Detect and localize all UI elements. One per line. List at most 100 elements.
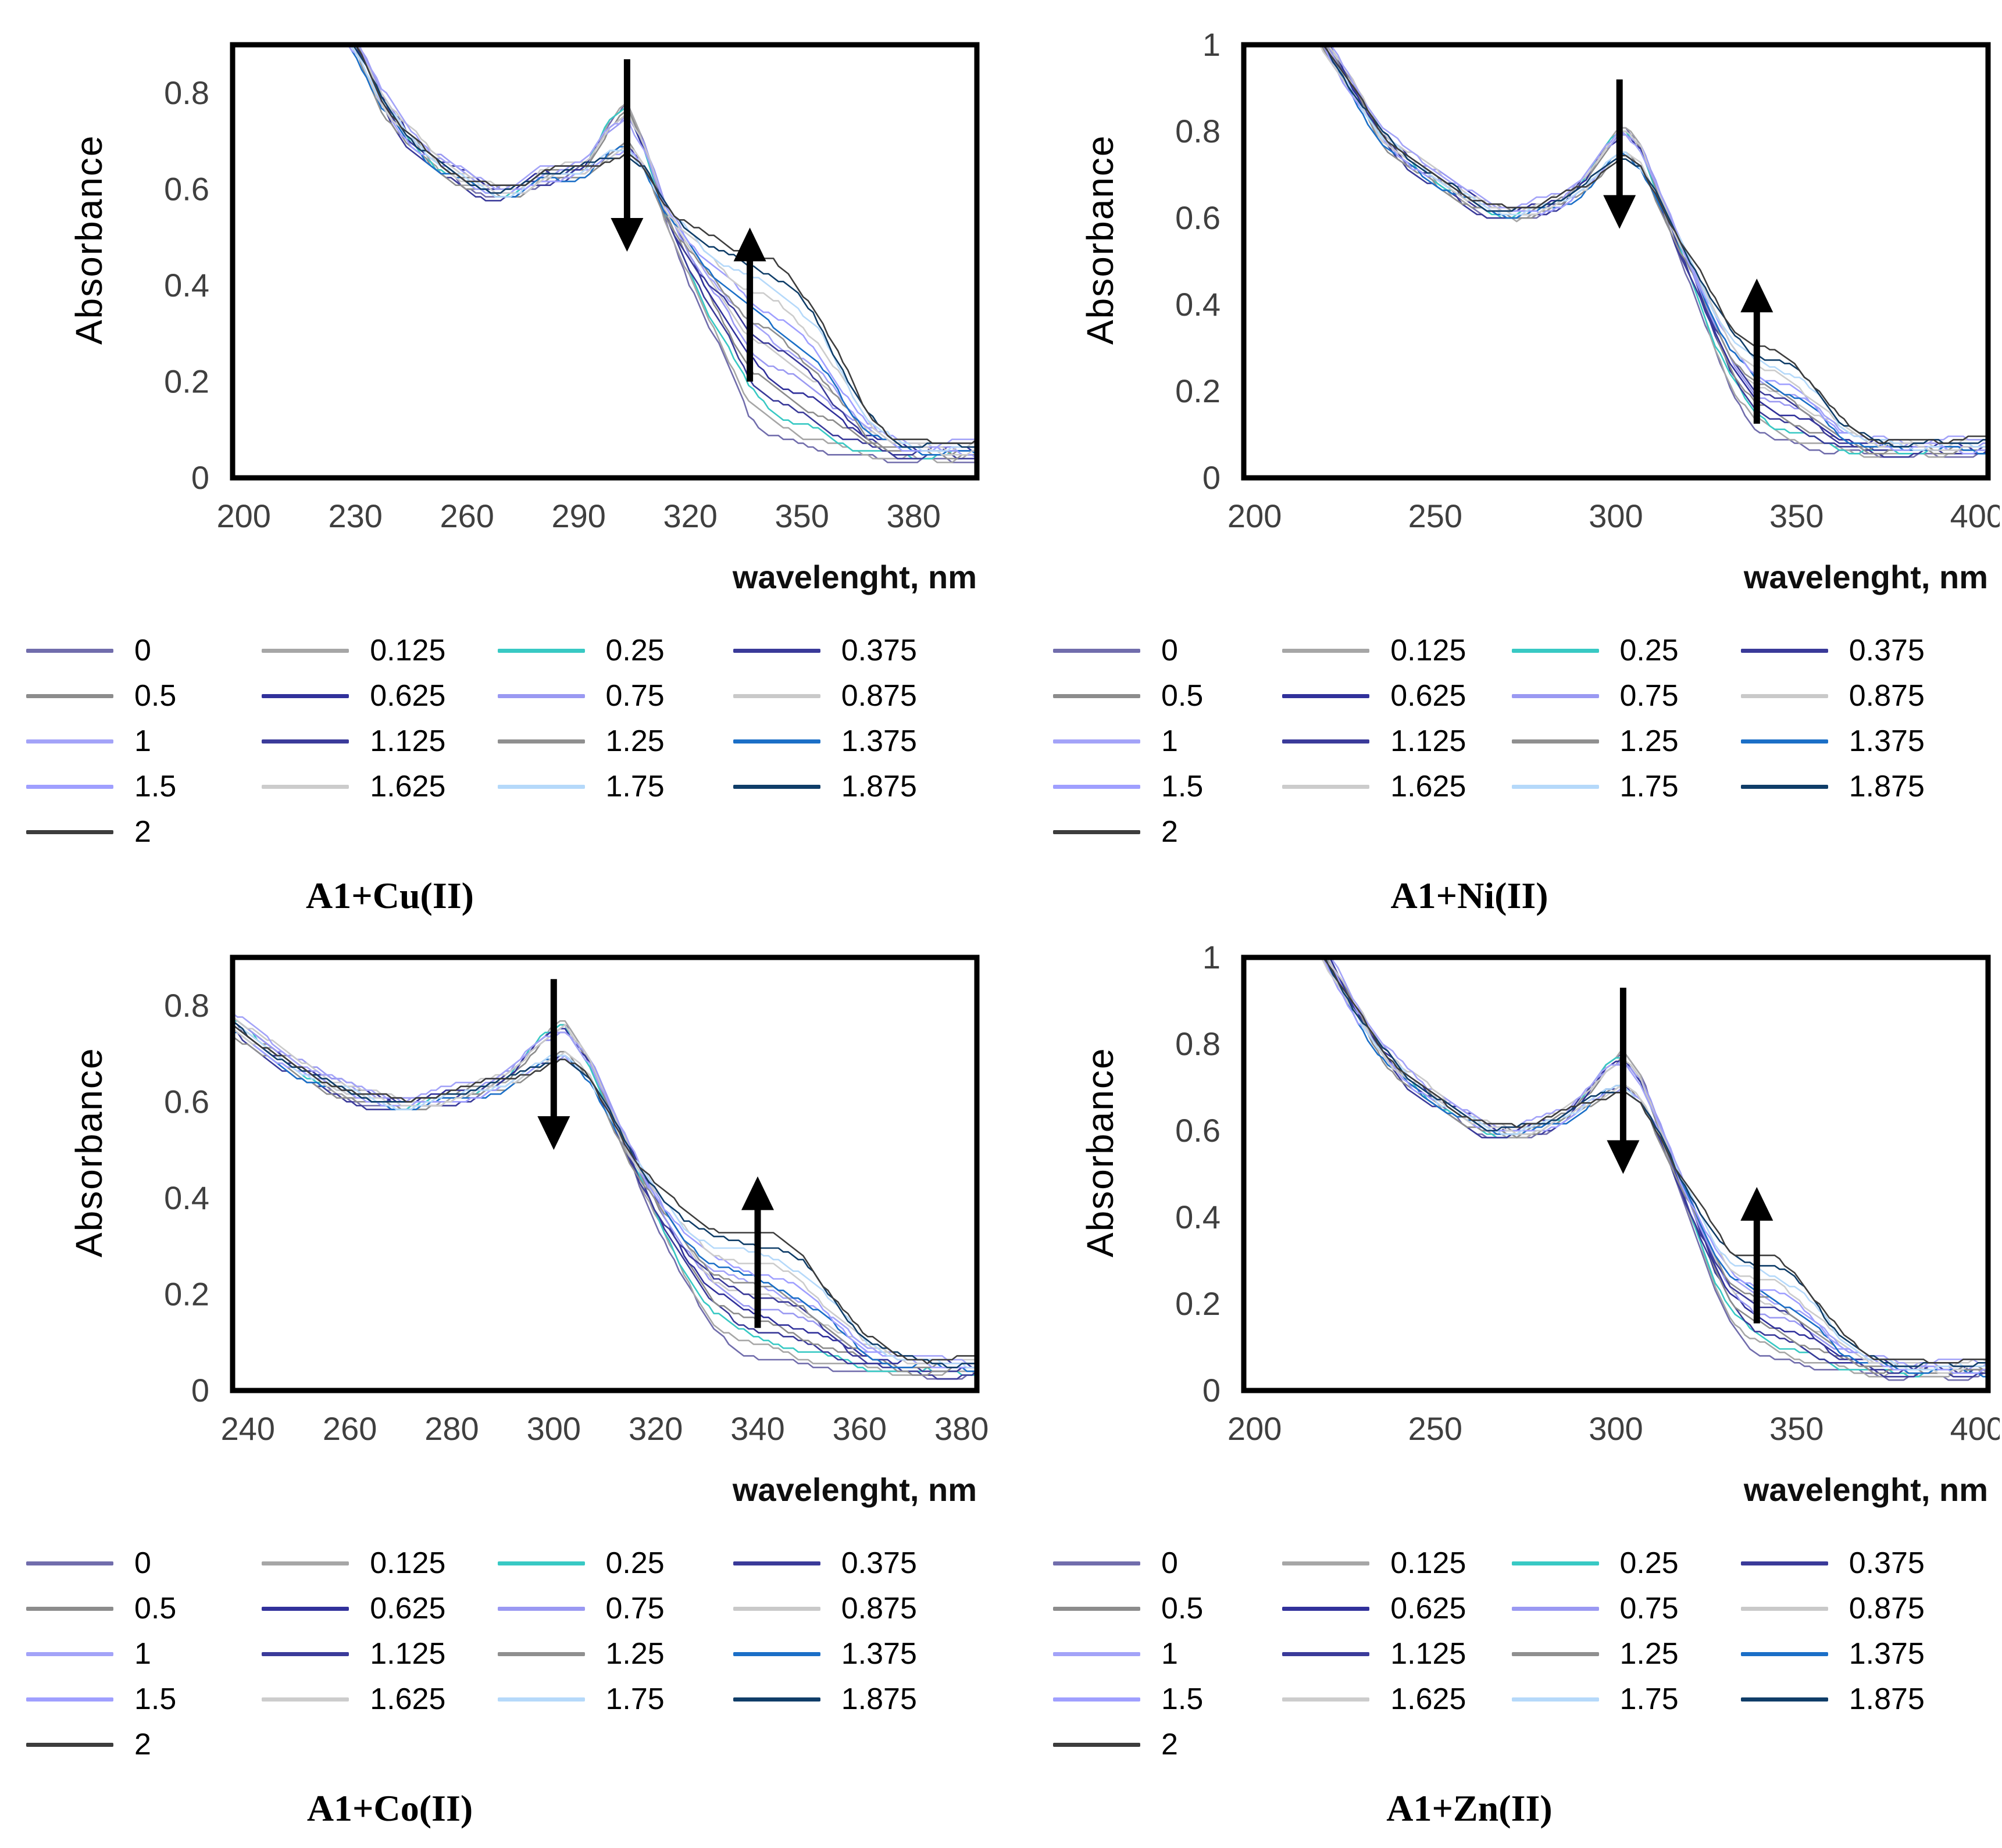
y-tick-label: 0.2	[164, 363, 209, 399]
y-tick-label: 1	[1202, 26, 1221, 63]
legend-a1-zn: 0 0.125 0.25 0.375 0.5 0.625 0.75 0.875 1 1.125 1.…	[1053, 1540, 1970, 1767]
series-line-0.875	[1327, 45, 1988, 448]
legend-item: 0.25	[497, 628, 733, 673]
legend-swatch	[26, 739, 113, 744]
legend-label: 0.875	[1848, 1592, 1925, 1625]
x-tick-label: 400	[1950, 1410, 2000, 1447]
legend-item: 0	[1053, 628, 1282, 673]
legend-label: 1.625	[1390, 1682, 1466, 1716]
legend-item: 0.125	[262, 628, 497, 673]
series-line-1	[358, 45, 977, 448]
legend-label: 0.25	[1619, 634, 1679, 667]
series-line-0	[1323, 45, 1988, 458]
y-tick-label: 0.2	[1175, 1285, 1221, 1322]
legend-item: 2	[1053, 1722, 1282, 1767]
legend-label: 1.375	[841, 1637, 917, 1671]
legend-item: 1.125	[1282, 1631, 1511, 1677]
series-line-0.625	[354, 45, 977, 452]
x-tick-label: 350	[1769, 498, 1823, 534]
legend-item: 1.25	[1511, 1631, 1741, 1677]
x-tick-label: 250	[1408, 498, 1462, 534]
x-tick-label: 300	[527, 1410, 581, 1447]
series-line-2	[1322, 957, 1988, 1364]
legend-swatch	[1511, 1606, 1599, 1611]
series-line-0.875	[233, 1016, 977, 1364]
series-line-0.5	[356, 45, 977, 456]
spectra-lines	[1319, 957, 1988, 1381]
x-tick-label: 380	[934, 1410, 988, 1447]
legend-label: 0.625	[370, 679, 446, 713]
legend-item: 2	[26, 1722, 262, 1767]
legend-item: 1	[1053, 1631, 1282, 1677]
panel-a1-zn: 200 250 300 350 400 0 0.2 0.4 0.6 0.8 1 wavelenght,…	[1001, 925, 2002, 1833]
legend-swatch	[262, 1606, 349, 1611]
y-tick-label: 0.4	[164, 1179, 209, 1216]
legend-item: 0.125	[1282, 1540, 1511, 1586]
legend-label: 0	[1161, 634, 1178, 667]
legend-item: 1.75	[497, 764, 733, 809]
legend-item: 0	[26, 628, 262, 673]
legend-item: 0.625	[1282, 673, 1511, 719]
legend-item: 0.875	[1740, 1586, 1970, 1631]
plot-frame	[1241, 42, 1991, 481]
legend-swatch	[733, 1561, 820, 1565]
legend-item: 0.875	[1740, 673, 1970, 719]
legend-item: 1.125	[1282, 719, 1511, 764]
legend-swatch	[733, 784, 820, 789]
legend-item: 0.75	[1511, 1586, 1741, 1631]
y-axis-label: Absorbance	[1079, 134, 1121, 345]
chart-title-a1-co: A1+Co(II)	[306, 1788, 473, 1829]
legend-swatch	[1053, 648, 1140, 653]
legend-item: 0.125	[1282, 628, 1511, 673]
legend-swatch	[1511, 784, 1599, 789]
x-tick-label: 200	[1227, 498, 1282, 534]
legend-item: 0	[1053, 1540, 1282, 1586]
legend-item: 0.625	[1282, 1586, 1511, 1631]
legend-swatch	[1053, 1606, 1140, 1611]
x-tick-label: 360	[833, 1410, 887, 1447]
y-axis-label: Absorbance	[68, 134, 110, 345]
legend-swatch	[1511, 694, 1599, 698]
legend-swatch	[1053, 1742, 1140, 1747]
legend-swatch	[262, 648, 349, 653]
spectra-lines	[347, 45, 977, 463]
legend-swatch	[1740, 648, 1828, 653]
legend-item: 0.875	[733, 1586, 969, 1631]
plot-frame	[230, 955, 980, 1393]
legend-swatch	[26, 1606, 113, 1611]
y-tick-label: 0	[191, 1372, 209, 1409]
legend-item: 1.875	[1740, 1677, 1970, 1722]
legend-swatch	[1053, 694, 1140, 698]
legend-swatch	[1282, 648, 1370, 653]
y-tick-label: 0	[191, 459, 209, 496]
legend-label: 0.75	[1619, 1592, 1679, 1625]
legend-swatch	[1511, 1652, 1599, 1656]
arrowhead-up-icon	[1740, 278, 1773, 313]
legend-swatch	[26, 694, 113, 698]
legend-label: 1.5	[1161, 1682, 1204, 1716]
legend-item: 1.75	[1511, 764, 1741, 809]
x-axis-label: wavelenght, nm	[1743, 559, 1988, 595]
legend-item: 1.625	[1282, 1677, 1511, 1722]
spectra-lines	[233, 1012, 977, 1380]
legend-label: 2	[1161, 1728, 1178, 1761]
legend-swatch	[26, 1652, 113, 1656]
legend-swatch	[1053, 830, 1140, 834]
legend-label: 0.625	[1390, 679, 1466, 713]
legend-label: 0.75	[605, 679, 665, 713]
legend-label: 1.625	[370, 1682, 446, 1716]
y-tick-label: 0.8	[1175, 113, 1221, 149]
legend-swatch	[1511, 1697, 1599, 1702]
legend-swatch	[1053, 784, 1140, 789]
legend-swatch	[26, 648, 113, 653]
legend-swatch	[26, 1742, 113, 1747]
legend-label: 0.125	[1390, 1546, 1466, 1580]
legend-label: 0	[134, 634, 151, 667]
legend-item: 0.375	[1740, 628, 1970, 673]
legend-label: 1.875	[841, 770, 917, 803]
arrowhead-up-icon	[741, 1176, 775, 1210]
x-axis-label: wavelenght, nm	[732, 1471, 977, 1508]
x-tick-label: 350	[775, 498, 829, 534]
legend-item: 0.5	[1053, 673, 1282, 719]
series-line-1.5	[347, 45, 977, 459]
